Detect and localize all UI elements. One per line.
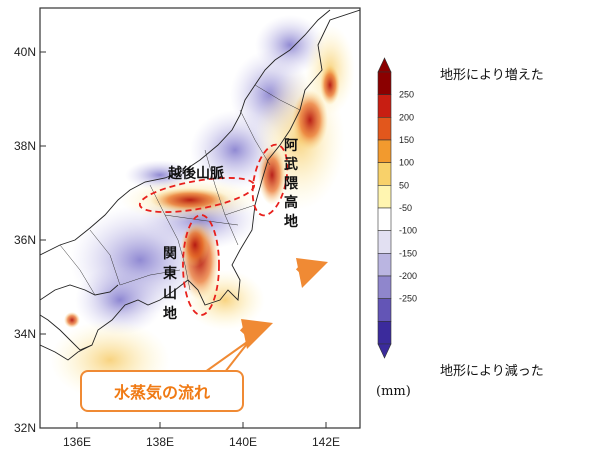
colorbar-swatch — [377, 139, 392, 163]
colorbar-min-triangle — [377, 343, 392, 359]
kanto-char-3: 山 — [163, 286, 177, 302]
kanto-region-outline — [182, 214, 220, 316]
colorbar-swatch — [377, 185, 392, 209]
water-vapor-flow-label: 水蒸気の流れ — [80, 370, 244, 412]
lon-tick-label: 142E — [312, 435, 340, 449]
lat-tick-label: 34N — [14, 327, 36, 341]
colorbar-tick-label: -200 — [399, 271, 417, 281]
abukuma-char-2: 武 — [284, 156, 298, 173]
colorbar: 250 200 150 100 50 -50 -100 -150 -200 -250 — [377, 57, 417, 359]
legend-increase-note: 地形により増えた — [440, 68, 544, 83]
abukuma-char-5: 地 — [284, 213, 298, 230]
colorbar-swatch — [377, 94, 392, 118]
colorbar-swatch — [377, 162, 392, 186]
abukuma-region-outline — [251, 143, 289, 217]
colorbar-swatch — [377, 321, 392, 345]
colorbar-tick-label: -250 — [399, 294, 417, 304]
lon-tick-label: 136E — [63, 435, 91, 449]
abukuma-char-4: 高 — [284, 194, 298, 211]
legend-decrease-note: 地形により減った — [440, 364, 544, 379]
colorbar-swatch — [377, 230, 392, 254]
echigo-region-outline — [138, 177, 256, 213]
kanto-char-2: 東 — [163, 265, 177, 282]
kanto-char-4: 地 — [163, 305, 177, 322]
region-label-kanto: 関 東 山 地 — [163, 246, 177, 322]
colorbar-swatch — [377, 253, 392, 277]
colorbar-tick-label: -50 — [399, 203, 412, 213]
prefecture-borders — [59, 84, 301, 296]
lon-tick-label: 138E — [146, 435, 174, 449]
colorbar-unit: (mm) — [376, 384, 411, 399]
colorbar-tick-label: 200 — [399, 112, 414, 122]
lat-axis — [40, 51, 46, 429]
lat-tick-label: 32N — [14, 421, 36, 435]
lat-tick-label: 38N — [14, 139, 36, 153]
colorbar-tick-label: -100 — [399, 226, 417, 236]
region-label-echigo: 越後山脈 — [167, 165, 224, 182]
kanto-char-1: 関 — [163, 246, 177, 262]
colorbar-tick-label: 250 — [399, 90, 414, 100]
colorbar-tick-label: 100 — [399, 158, 414, 168]
lon-tick-label: 140E — [229, 435, 257, 449]
colorbar-swatch — [377, 275, 392, 299]
map-panel: 越後山脈 阿 武 隈 高 地 関 東 山 地 — [39, 7, 361, 429]
colorbar-max-triangle — [377, 57, 392, 73]
coastline — [40, 9, 360, 361]
colorbar-tick-label: 150 — [399, 135, 414, 145]
colorbar-tick-label: 50 — [399, 180, 409, 190]
colorbar-swatch — [377, 298, 392, 322]
colorbar-tick-label: -150 — [399, 248, 417, 258]
lon-axis — [76, 422, 327, 428]
abukuma-char-3: 隈 — [284, 176, 299, 192]
abukuma-char-1: 阿 — [284, 138, 298, 154]
precipitation-field — [50, 15, 355, 400]
colorbar-swatch — [377, 207, 392, 231]
colorbar-swatch — [377, 71, 392, 95]
region-label-abukuma: 阿 武 隈 高 地 — [284, 138, 299, 230]
lat-tick-label: 36N — [14, 233, 36, 247]
colorbar-swatch — [377, 117, 392, 141]
lat-tick-label: 40N — [14, 45, 36, 59]
